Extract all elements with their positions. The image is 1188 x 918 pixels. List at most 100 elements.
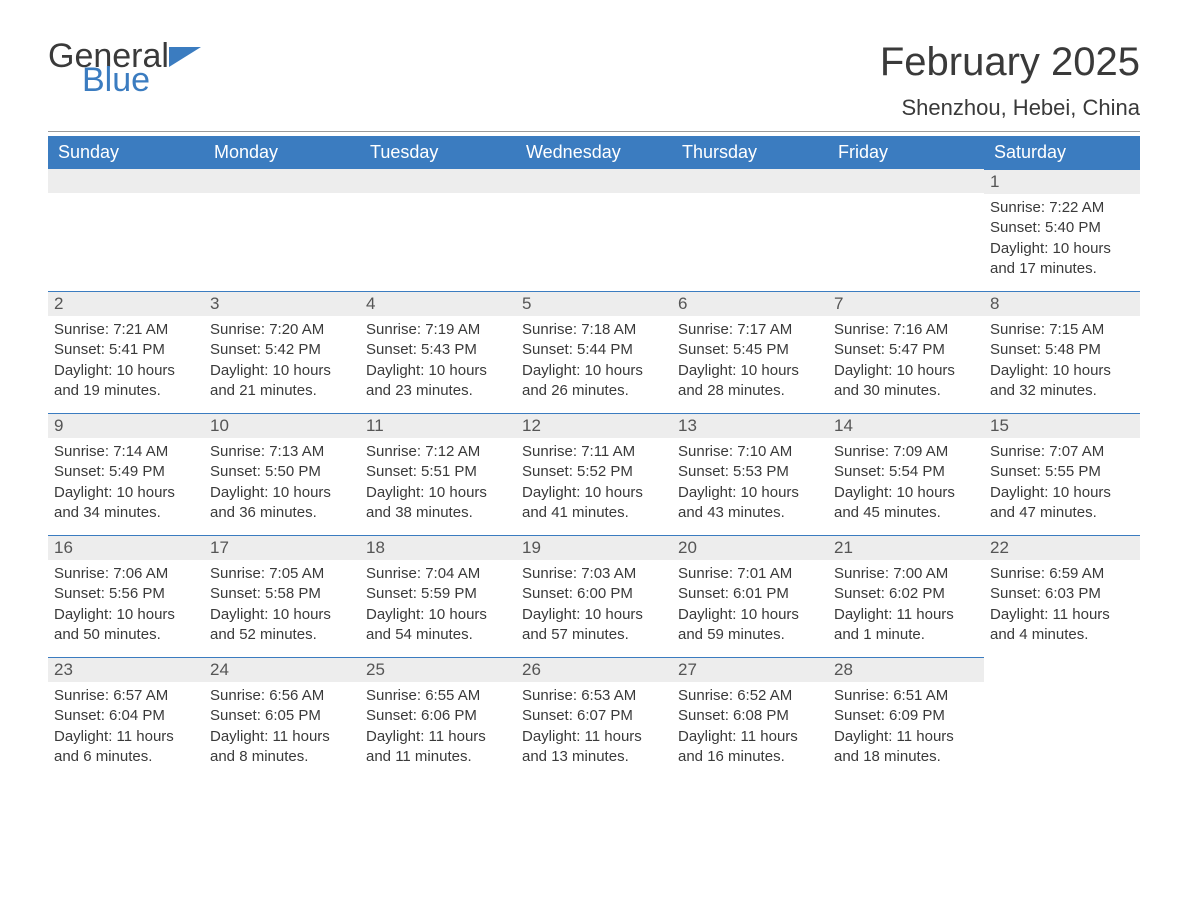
day-number: 27 bbox=[672, 657, 828, 682]
empty-cell bbox=[48, 169, 204, 291]
day-details: Sunrise: 7:17 AMSunset: 5:45 PMDaylight:… bbox=[672, 316, 828, 401]
day-cell: 2Sunrise: 7:21 AMSunset: 5:41 PMDaylight… bbox=[48, 291, 204, 413]
weekday-header: Thursday bbox=[672, 136, 828, 169]
sunset-text: Sunset: 5:55 PM bbox=[990, 462, 1134, 482]
day-cell: 8Sunrise: 7:15 AMSunset: 5:48 PMDaylight… bbox=[984, 291, 1140, 413]
sunrise-text: Sunrise: 6:57 AM bbox=[54, 686, 198, 706]
daylight-text: Daylight: 11 hours and 16 minutes. bbox=[678, 727, 822, 768]
sunrise-text: Sunrise: 7:04 AM bbox=[366, 564, 510, 584]
day-details: Sunrise: 7:09 AMSunset: 5:54 PMDaylight:… bbox=[828, 438, 984, 523]
day-cell: 18Sunrise: 7:04 AMSunset: 5:59 PMDayligh… bbox=[360, 535, 516, 657]
day-details: Sunrise: 7:15 AMSunset: 5:48 PMDaylight:… bbox=[984, 316, 1140, 401]
day-number: 9 bbox=[48, 413, 204, 438]
day-number: 10 bbox=[204, 413, 360, 438]
day-number: 3 bbox=[204, 291, 360, 316]
day-cell: 6Sunrise: 7:17 AMSunset: 5:45 PMDaylight… bbox=[672, 291, 828, 413]
day-cell: 4Sunrise: 7:19 AMSunset: 5:43 PMDaylight… bbox=[360, 291, 516, 413]
sunrise-text: Sunrise: 7:12 AM bbox=[366, 442, 510, 462]
empty-cell bbox=[672, 169, 828, 291]
daylight-text: Daylight: 10 hours and 43 minutes. bbox=[678, 483, 822, 524]
sunrise-text: Sunrise: 7:09 AM bbox=[834, 442, 978, 462]
month-title: February 2025 bbox=[880, 40, 1140, 85]
sunrise-text: Sunrise: 7:18 AM bbox=[522, 320, 666, 340]
daylight-text: Daylight: 10 hours and 52 minutes. bbox=[210, 605, 354, 646]
calendar-row: 16Sunrise: 7:06 AMSunset: 5:56 PMDayligh… bbox=[48, 535, 1140, 657]
sunset-text: Sunset: 5:51 PM bbox=[366, 462, 510, 482]
sunset-text: Sunset: 5:49 PM bbox=[54, 462, 198, 482]
day-cell: 1Sunrise: 7:22 AMSunset: 5:40 PMDaylight… bbox=[984, 169, 1140, 291]
day-number: 21 bbox=[828, 535, 984, 560]
day-details: Sunrise: 6:56 AMSunset: 6:05 PMDaylight:… bbox=[204, 682, 360, 767]
daylight-text: Daylight: 10 hours and 23 minutes. bbox=[366, 361, 510, 402]
sunrise-text: Sunrise: 6:59 AM bbox=[990, 564, 1134, 584]
sunrise-text: Sunrise: 7:17 AM bbox=[678, 320, 822, 340]
day-cell: 7Sunrise: 7:16 AMSunset: 5:47 PMDaylight… bbox=[828, 291, 984, 413]
day-cell: 27Sunrise: 6:52 AMSunset: 6:08 PMDayligh… bbox=[672, 657, 828, 779]
daylight-text: Daylight: 10 hours and 19 minutes. bbox=[54, 361, 198, 402]
day-details: Sunrise: 7:06 AMSunset: 5:56 PMDaylight:… bbox=[48, 560, 204, 645]
sunset-text: Sunset: 5:54 PM bbox=[834, 462, 978, 482]
daylight-text: Daylight: 10 hours and 41 minutes. bbox=[522, 483, 666, 524]
daylight-text: Daylight: 10 hours and 21 minutes. bbox=[210, 361, 354, 402]
empty-cell bbox=[360, 169, 516, 291]
sunrise-text: Sunrise: 6:52 AM bbox=[678, 686, 822, 706]
day-number: 23 bbox=[48, 657, 204, 682]
daylight-text: Daylight: 10 hours and 38 minutes. bbox=[366, 483, 510, 524]
day-number: 20 bbox=[672, 535, 828, 560]
day-details: Sunrise: 7:05 AMSunset: 5:58 PMDaylight:… bbox=[204, 560, 360, 645]
calendar-row: 9 Sunrise: 7:14 AMSunset: 5:49 PM Daylight… bbox=[48, 413, 1140, 535]
sunset-text: Sunset: 6:00 PM bbox=[522, 584, 666, 604]
day-cell: 26Sunrise: 6:53 AMSunset: 6:07 PMDayligh… bbox=[516, 657, 672, 779]
day-details: Sunrise: 6:52 AMSunset: 6:08 PMDaylight:… bbox=[672, 682, 828, 767]
sunrise-text: Sunrise: 7:10 AM bbox=[678, 442, 822, 462]
sunset-text: Sunset: 5:48 PM bbox=[990, 340, 1134, 360]
day-number: 25 bbox=[360, 657, 516, 682]
empty-cell bbox=[516, 169, 672, 291]
daylight-text: Daylight: 10 hours and 45 minutes. bbox=[834, 483, 978, 524]
sunset-text: Sunset: 6:09 PM bbox=[834, 706, 978, 726]
calendar-row: 2Sunrise: 7:21 AMSunset: 5:41 PMDaylight… bbox=[48, 291, 1140, 413]
logo-text-blue: Blue bbox=[82, 64, 150, 96]
day-number: 13 bbox=[672, 413, 828, 438]
sunset-text: Sunset: 5:41 PM bbox=[54, 340, 198, 360]
sunrise-text: Sunrise: 6:55 AM bbox=[366, 686, 510, 706]
sunset-text: Sunset: 5:53 PM bbox=[678, 462, 822, 482]
day-number: 15 bbox=[984, 413, 1140, 438]
sunrise-text: Sunrise: 7:01 AM bbox=[678, 564, 822, 584]
sunrise-text: Sunrise: 7:19 AM bbox=[366, 320, 510, 340]
day-number: 2 bbox=[48, 291, 204, 316]
daylight-text: Daylight: 11 hours and 18 minutes. bbox=[834, 727, 978, 768]
day-cell: 13 Sunrise: 7:10 AMSunset: 5:53 PMDayligh… bbox=[672, 413, 828, 535]
day-details: Sunrise: 7:20 AMSunset: 5:42 PMDaylight:… bbox=[204, 316, 360, 401]
daylight-text: Daylight: 10 hours and 30 minutes. bbox=[834, 361, 978, 402]
daylight-text: Daylight: 11 hours and 4 minutes. bbox=[990, 605, 1134, 646]
sunset-text: Sunset: 6:01 PM bbox=[678, 584, 822, 604]
daylight-text: Daylight: 10 hours and 32 minutes. bbox=[990, 361, 1134, 402]
day-details: Sunrise: 6:53 AMSunset: 6:07 PMDaylight:… bbox=[516, 682, 672, 767]
daylight-text: Daylight: 11 hours and 6 minutes. bbox=[54, 727, 198, 768]
day-details: Sunrise: 7:04 AMSunset: 5:59 PMDaylight:… bbox=[360, 560, 516, 645]
day-cell: 20Sunrise: 7:01 AMSunset: 6:01 PMDayligh… bbox=[672, 535, 828, 657]
day-cell: 15Sunrise: 7:07 AMSunset: 5:55 PMDayligh… bbox=[984, 413, 1140, 535]
sunset-text: Sunset: 6:04 PM bbox=[54, 706, 198, 726]
daylight-text: Daylight: 10 hours and 59 minutes. bbox=[678, 605, 822, 646]
sunset-text: Sunset: 6:05 PM bbox=[210, 706, 354, 726]
day-cell: 23 Sunrise: 6:57 AMSunset: 6:04 PMDayligh… bbox=[48, 657, 204, 779]
empty-cell bbox=[828, 169, 984, 291]
sunset-text: Sunset: 5:52 PM bbox=[522, 462, 666, 482]
sunrise-text: Sunrise: 7:14 AM bbox=[54, 442, 198, 462]
sunset-text: Sunset: 6:06 PM bbox=[366, 706, 510, 726]
day-details: Sunrise: 7:01 AMSunset: 6:01 PMDaylight:… bbox=[672, 560, 828, 645]
day-details: Sunrise: 7:18 AMSunset: 5:44 PMDaylight:… bbox=[516, 316, 672, 401]
sunset-text: Sunset: 5:42 PM bbox=[210, 340, 354, 360]
day-cell: 3Sunrise: 7:20 AMSunset: 5:42 PMDaylight… bbox=[204, 291, 360, 413]
daylight-text: Daylight: 10 hours and 28 minutes. bbox=[678, 361, 822, 402]
day-cell: 24Sunrise: 6:56 AMSunset: 6:05 PMDayligh… bbox=[204, 657, 360, 779]
sunrise-text: Sunrise: 7:15 AM bbox=[990, 320, 1134, 340]
logo: General Blue bbox=[48, 40, 201, 97]
day-cell: 16Sunrise: 7:06 AMSunset: 5:56 PMDayligh… bbox=[48, 535, 204, 657]
daylight-text: Daylight: 11 hours and 13 minutes. bbox=[522, 727, 666, 768]
weekday-header: Tuesday bbox=[360, 136, 516, 169]
daylight-text: Daylight: 10 hours and 54 minutes. bbox=[366, 605, 510, 646]
calendar-row: 1Sunrise: 7:22 AMSunset: 5:40 PMDaylight… bbox=[48, 169, 1140, 291]
